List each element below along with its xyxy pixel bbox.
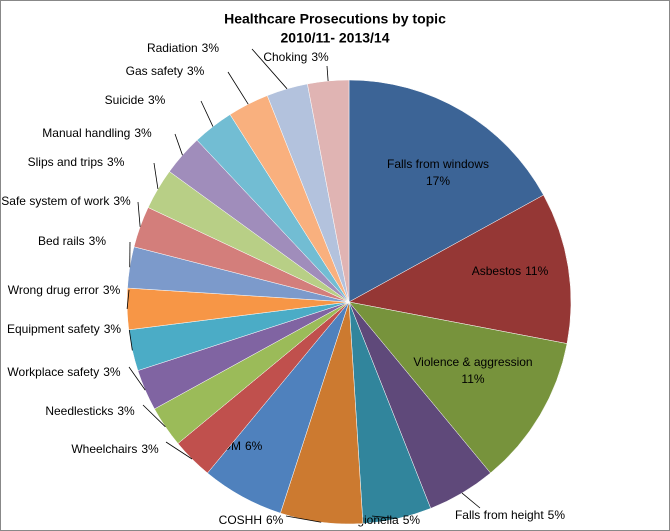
value-label: 3%	[134, 126, 152, 140]
value-label: 3%	[104, 322, 122, 336]
leader-line	[371, 515, 398, 520]
category-label: Wheelchairs	[71, 442, 137, 456]
data-label: Choking 3%	[263, 50, 329, 64]
value-label: 11%	[461, 372, 484, 386]
value-label: 3%	[103, 365, 121, 379]
data-label: Radiation 3%	[147, 41, 219, 55]
data-label: Needlesticks 3%	[45, 404, 135, 418]
value-label: 3%	[117, 404, 135, 418]
data-label: Wrong drug error 3%	[8, 283, 121, 297]
data-label: Gas safety 3%	[126, 64, 205, 78]
leader-line	[461, 492, 481, 509]
category-label: Gas safety	[126, 64, 183, 78]
data-label: Wheelchairs 3%	[71, 442, 159, 456]
value-label: 3%	[311, 50, 329, 64]
category-label: Violence & aggression	[413, 355, 532, 369]
leader-line	[251, 48, 288, 90]
data-label: Asbestos 11%	[472, 264, 549, 278]
data-label: Suicide 3%	[105, 93, 166, 107]
data-label: Equipment safety 3%	[7, 322, 121, 336]
category-label: Workplace safety	[7, 365, 99, 379]
value-label: 11%	[525, 264, 548, 278]
data-label: Falls from windows 17%	[387, 157, 489, 188]
value-label: 3%	[148, 93, 166, 107]
category-label: Falls from windows	[387, 157, 489, 171]
category-label: Radiation	[147, 41, 198, 55]
value-label: 5%	[548, 508, 566, 522]
pie-slice	[348, 79, 544, 303]
value-label: 3%	[89, 234, 107, 248]
leader-line	[165, 441, 193, 460]
data-label: Safe system of work 3%	[1, 194, 131, 208]
leader-line	[126, 289, 130, 310]
category-label: Equipment safety	[7, 322, 100, 336]
data-label: Violence & aggression 11%	[413, 355, 532, 386]
category-label: Slips and trips	[28, 155, 103, 169]
data-label: COSHH 6%	[219, 513, 284, 527]
pie-slice	[348, 194, 572, 344]
leader-line	[174, 133, 183, 156]
leader-line	[153, 162, 159, 190]
leader-line	[137, 201, 141, 227]
data-label: Manual handling 3%	[42, 126, 152, 140]
category-label: Choking	[263, 50, 307, 64]
category-label: Bed rails	[38, 234, 85, 248]
value-label: 17%	[426, 174, 450, 188]
pie-slice	[348, 301, 568, 474]
data-label: Workplace safety 3%	[7, 365, 121, 379]
leader-line	[142, 404, 166, 428]
data-label: Bed rails 3%	[38, 234, 106, 248]
value-label: 3%	[107, 155, 125, 169]
value-label: 5%	[403, 513, 421, 527]
value-label: 3%	[103, 283, 121, 297]
chart-title: Healthcare Prosecutions by topic	[224, 11, 446, 27]
leader-line	[128, 366, 146, 391]
value-label: 3%	[113, 194, 131, 208]
value-label: 6%	[245, 439, 263, 453]
category-label: Manual handling	[42, 126, 130, 140]
chart-subtitle: 2010/11- 2013/14	[281, 30, 390, 46]
leader-line	[200, 100, 214, 127]
value-label: 3%	[202, 41, 220, 55]
category-label: Falls from height	[455, 508, 544, 522]
category-label: Safe system of work	[1, 194, 110, 208]
value-label: 6%	[266, 513, 284, 527]
leader-line	[227, 71, 249, 105]
category-label: COSHH	[219, 513, 262, 527]
leader-line	[128, 327, 133, 351]
category-label: Asbestos	[472, 264, 521, 278]
category-label: Wrong drug error	[8, 283, 99, 297]
value-label: 3%	[141, 442, 159, 456]
category-label: Needlesticks	[45, 404, 113, 418]
category-label: Suicide	[105, 93, 145, 107]
leader-line	[285, 515, 322, 523]
data-label: Falls from height 5%	[455, 508, 565, 522]
leader-line	[326, 65, 329, 82]
value-label: 3%	[187, 64, 205, 78]
data-label: Slips and trips 3%	[28, 155, 125, 169]
